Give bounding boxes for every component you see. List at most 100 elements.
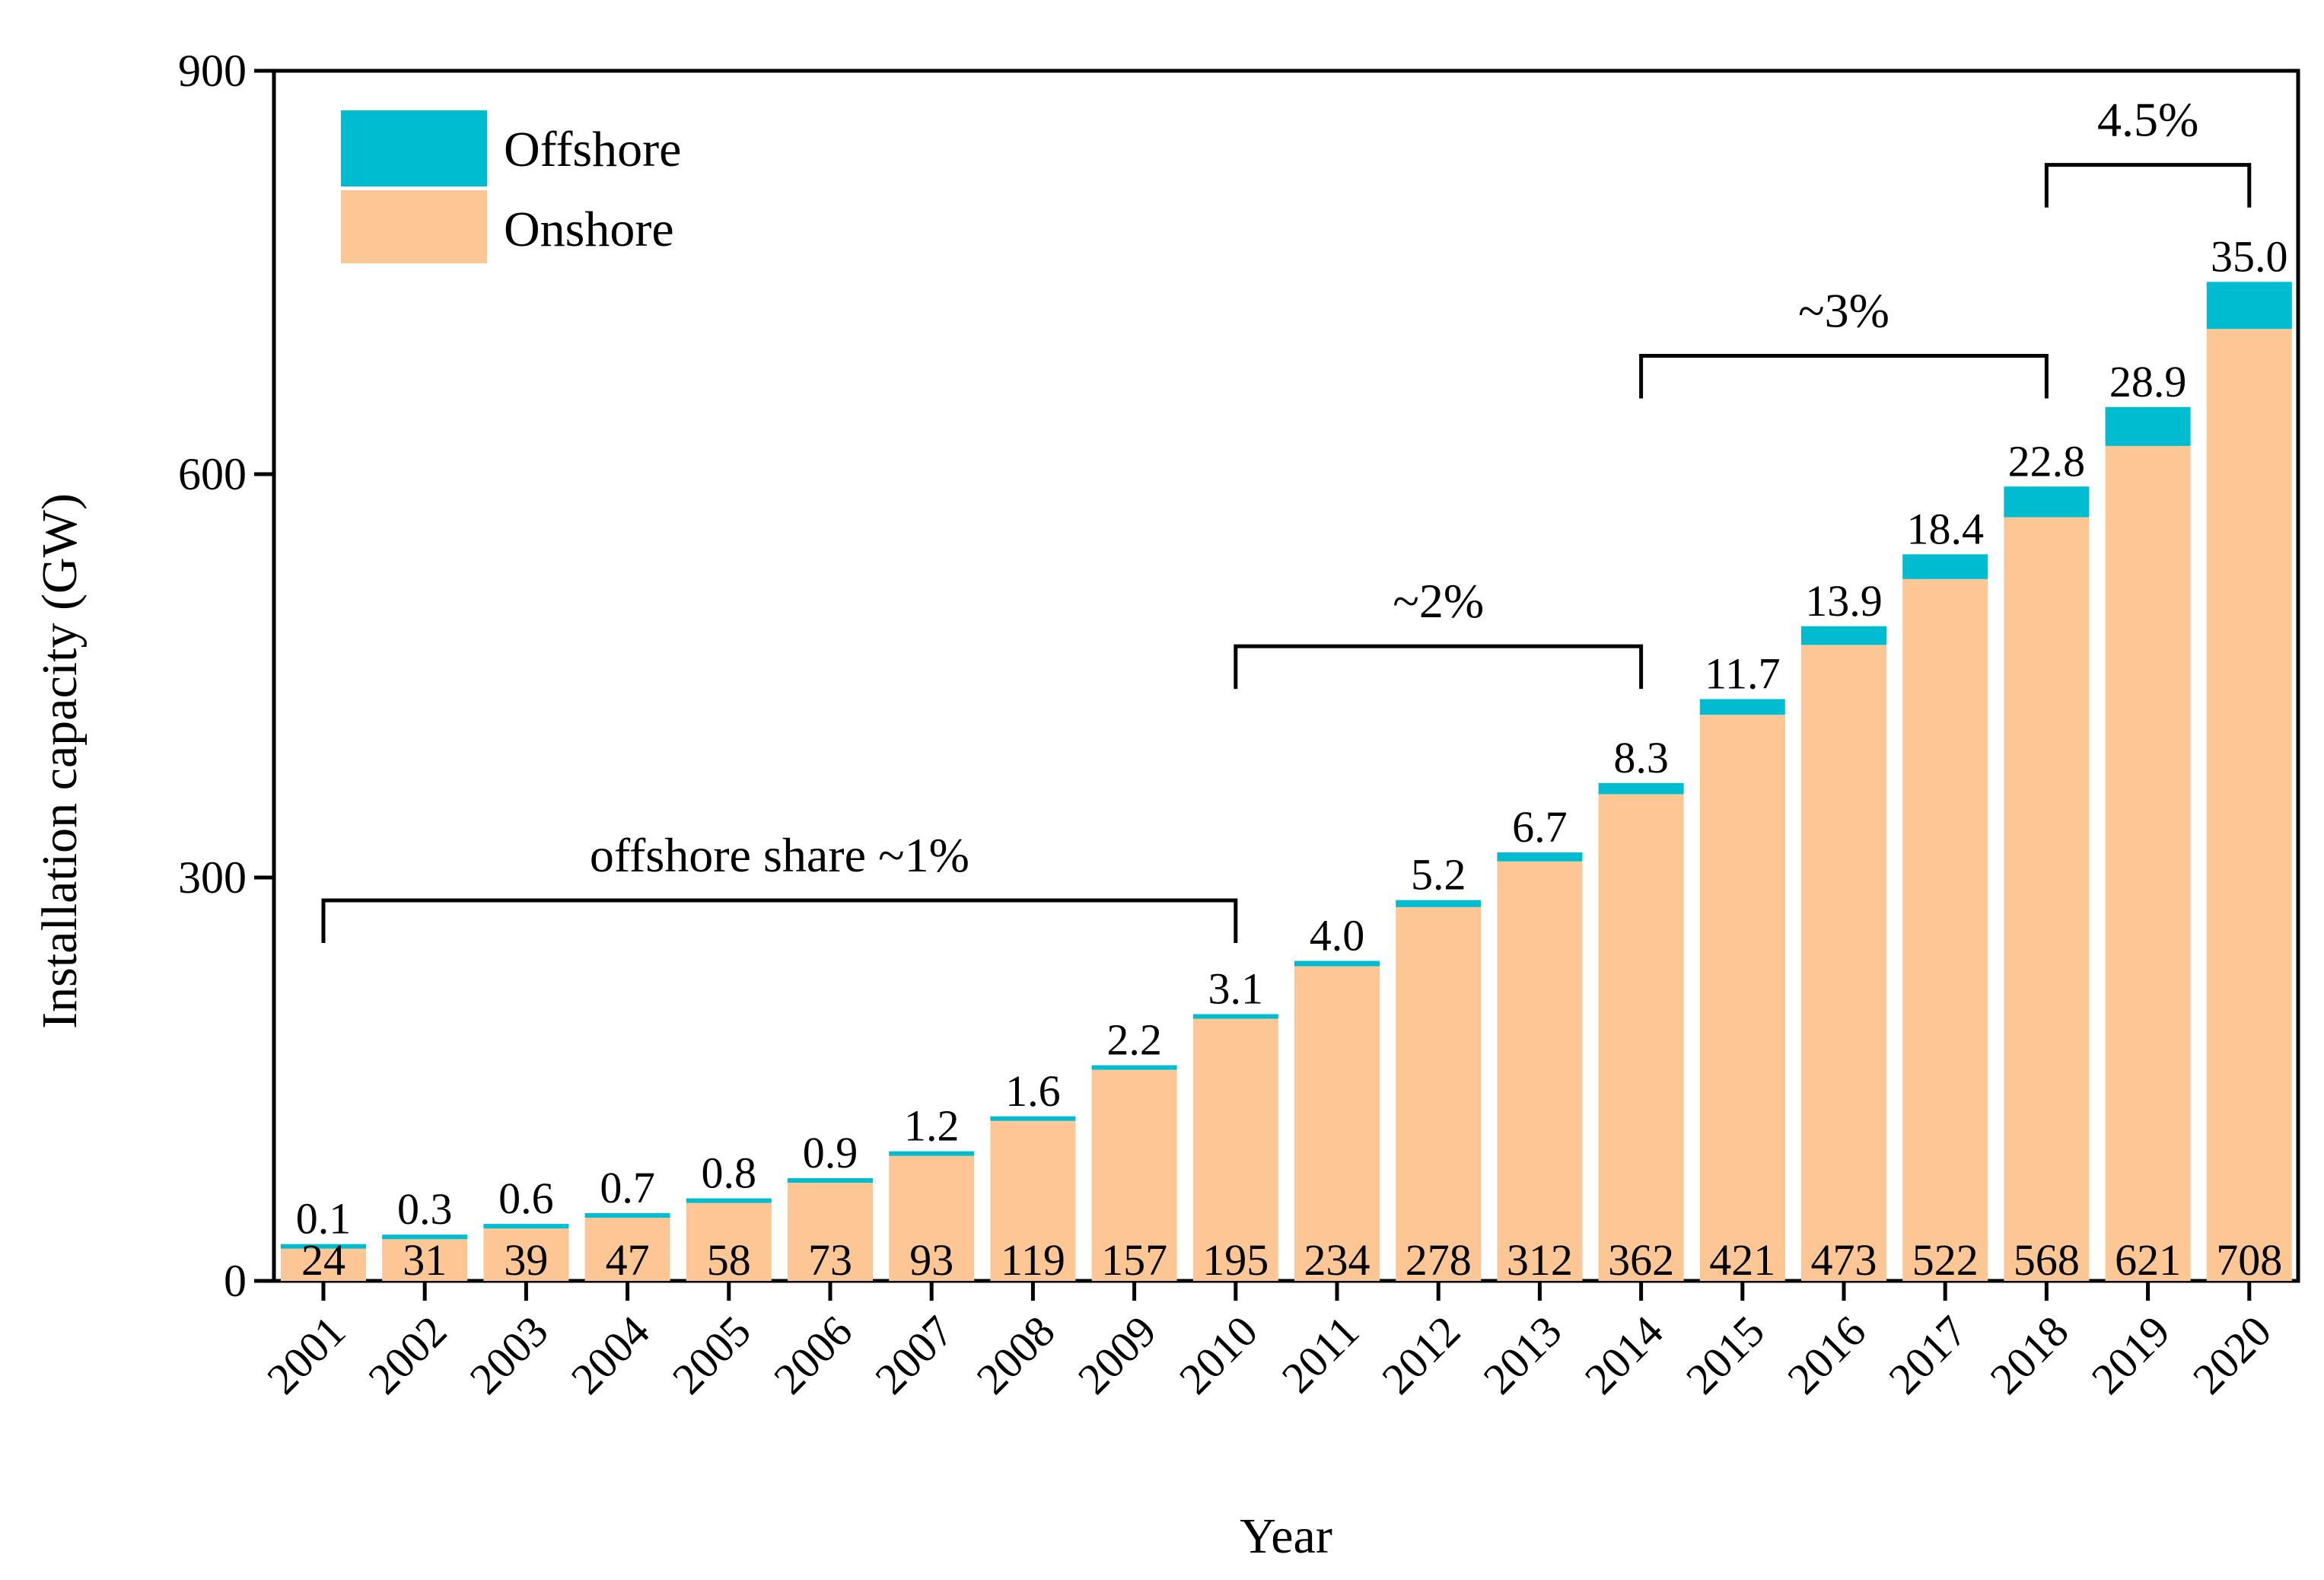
x-tick-label-2013: 2013 — [1474, 1306, 1571, 1403]
onshore-bar-2001 — [281, 1248, 366, 1281]
onshore-label-2005: 58 — [707, 1235, 751, 1285]
offshore-bar-2002 — [382, 1234, 468, 1240]
offshore-bar-2015 — [1699, 699, 1785, 715]
onshore-label-2001: 24 — [301, 1235, 345, 1285]
onshore-bar-2003 — [483, 1228, 569, 1281]
x-tick-label-2008: 2008 — [967, 1306, 1065, 1403]
onshore-label-2006: 73 — [808, 1235, 852, 1285]
annotation-bracket-0 — [321, 898, 1238, 944]
offshore-bar-2019 — [2105, 406, 2191, 446]
onshore-bar-2008 — [990, 1120, 1076, 1281]
offshore-label-2006: 0.9 — [803, 1128, 858, 1177]
offshore-label-2004: 0.7 — [600, 1163, 655, 1212]
share-annotations: offshore share ~1% ~2% ~3% 4.5% — [321, 93, 2252, 944]
offshore-bar-2010 — [1192, 1014, 1278, 1019]
x-tick-label-2006: 2006 — [764, 1306, 861, 1403]
onshore-bar-2019 — [2105, 445, 2191, 1281]
onshore-bar-2005 — [686, 1203, 772, 1281]
offshore-bar-2003 — [483, 1224, 569, 1229]
onshore-bar-2006 — [788, 1183, 873, 1281]
y-axis: 0 300 600 900 — [178, 46, 274, 1306]
y-tick-label-300: 300 — [178, 852, 247, 903]
offshore-bars — [281, 282, 2292, 1249]
legend-swatch-onshore — [341, 190, 487, 263]
x-tick-label-2002: 2002 — [358, 1306, 456, 1403]
onshore-label-2016: 473 — [1811, 1235, 1877, 1285]
annotation-label-0: offshore share ~1% — [590, 828, 969, 882]
onshore-label-2020: 708 — [2216, 1235, 2282, 1285]
annotation-label-1: ~2% — [1393, 574, 1484, 628]
onshore-bar-2002 — [382, 1239, 468, 1281]
offshore-bar-2017 — [1902, 554, 1988, 579]
offshore-label-2014: 8.3 — [1613, 733, 1669, 782]
onshore-bar-2004 — [584, 1217, 670, 1281]
offshore-label-2003: 0.6 — [498, 1174, 554, 1223]
offshore-label-2016: 13.9 — [1805, 576, 1883, 626]
offshore-label-2015: 11.7 — [1705, 649, 1780, 699]
offshore-label-2011: 4.0 — [1310, 911, 1365, 960]
plot-border — [272, 68, 2300, 1283]
onshore-bar-2012 — [1396, 906, 1482, 1281]
offshore-label-2018: 22.8 — [2008, 436, 2086, 486]
offshore-label-2007: 1.2 — [904, 1101, 960, 1151]
x-tick-label-2017: 2017 — [1879, 1306, 1976, 1403]
onshore-label-2015: 421 — [1709, 1235, 1775, 1285]
onshore-bar-2018 — [2004, 517, 2090, 1281]
y-tick-label-600: 600 — [178, 449, 247, 499]
offshore-label-2019: 28.9 — [2109, 357, 2187, 406]
offshore-label-2001: 0.1 — [296, 1194, 352, 1244]
annotation-label-2: ~3% — [1798, 284, 1889, 338]
x-tick-label-2010: 2010 — [1170, 1306, 1267, 1403]
offshore-bar-2004 — [584, 1212, 670, 1218]
offshore-label-2012: 5.2 — [1411, 850, 1466, 900]
x-axis-title: Year — [1240, 1508, 1332, 1564]
x-tick-label-2016: 2016 — [1778, 1306, 1875, 1403]
onshore-bar-2020 — [2206, 329, 2292, 1282]
x-tick-label-2007: 2007 — [865, 1306, 963, 1403]
offshore-bar-2020 — [2206, 282, 2292, 330]
annotation-bracket-1 — [1234, 644, 1644, 690]
offshore-bar-2001 — [281, 1244, 366, 1249]
offshore-bar-2016 — [1801, 626, 1886, 645]
onshore-bar-2009 — [1091, 1069, 1177, 1281]
x-tick-label-2019: 2019 — [2082, 1306, 2179, 1403]
offshore-bar-2014 — [1598, 782, 1684, 795]
offshore-label-2013: 6.7 — [1512, 802, 1568, 852]
legend: Offshore Onshore — [341, 110, 681, 263]
offshore-bar-2009 — [1091, 1065, 1177, 1070]
y-tick-label-900: 900 — [178, 46, 247, 96]
offshore-bar-2011 — [1294, 960, 1380, 967]
x-axis: 2001 2002 2003 2004 2005 2006 2007 2008 2009 2010… — [257, 1281, 2281, 1403]
onshore-label-2019: 621 — [2115, 1235, 2181, 1285]
onshore-bar-2010 — [1192, 1018, 1278, 1281]
x-tick-label-2004: 2004 — [562, 1306, 659, 1403]
offshore-bar-2012 — [1396, 900, 1482, 907]
x-tick-label-2014: 2014 — [1575, 1306, 1673, 1403]
offshore-label-2002: 0.3 — [397, 1184, 453, 1234]
onshore-bar-2007 — [889, 1155, 975, 1281]
x-tick-label-2012: 2012 — [1372, 1306, 1469, 1403]
onshore-label-2002: 31 — [403, 1235, 447, 1285]
onshore-label-2009: 157 — [1101, 1235, 1167, 1285]
onshore-label-2008: 119 — [1001, 1235, 1065, 1285]
offshore-label-2008: 1.6 — [1005, 1066, 1061, 1116]
onshore-bar-2016 — [1801, 645, 1886, 1281]
offshore-bar-2006 — [788, 1178, 873, 1183]
onshore-label-2018: 568 — [2014, 1235, 2080, 1285]
onshore-label-2012: 278 — [1406, 1235, 1472, 1285]
onshore-label-2011: 234 — [1304, 1235, 1371, 1285]
offshore-bar-2013 — [1497, 852, 1583, 862]
onshore-label-2010: 195 — [1202, 1235, 1269, 1285]
onshore-value-labels: 24 31 39 47 58 73 93 119 157 195 234 278 312 362 421 47… — [301, 1235, 2282, 1285]
x-tick-label-2001: 2001 — [257, 1306, 355, 1403]
onshore-bars — [281, 329, 2292, 1282]
onshore-bar-2017 — [1902, 578, 1988, 1281]
offshore-label-2017: 18.4 — [1906, 504, 1984, 553]
y-axis-title: Installation capacity (GW) — [32, 493, 88, 1029]
offshore-label-2009: 2.2 — [1106, 1015, 1162, 1065]
onshore-bar-2015 — [1699, 715, 1785, 1281]
x-tick-label-2009: 2009 — [1068, 1306, 1166, 1403]
legend-label-offshore: Offshore — [504, 122, 681, 177]
